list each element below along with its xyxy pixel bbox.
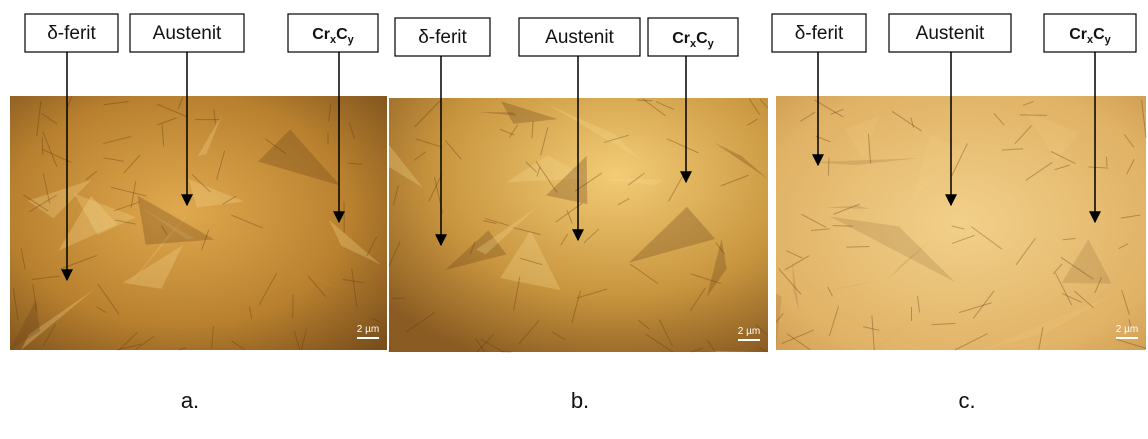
lath xyxy=(1106,157,1107,167)
label-box xyxy=(1044,14,1136,52)
panel-caption: a. xyxy=(181,388,199,413)
scale-bar-label: 2 µm xyxy=(357,324,379,335)
label-carbide-part: Cr xyxy=(1069,26,1087,43)
scale-bar-label: 2 µm xyxy=(1116,324,1138,335)
label-carbide-part: C xyxy=(336,26,348,43)
label-carbide-part: Cr xyxy=(312,26,330,43)
label-carbide-part: y xyxy=(348,34,355,46)
label-box xyxy=(648,18,738,56)
panel-caption: b. xyxy=(571,388,589,413)
label-austenite: Austenit xyxy=(916,23,985,44)
scale-bar-label: 2 µm xyxy=(738,326,760,337)
label-box xyxy=(288,14,378,52)
label-carbide-part: y xyxy=(708,38,715,50)
label-ferrite: δ-ferit xyxy=(418,27,467,48)
lath xyxy=(847,247,870,248)
lath xyxy=(828,158,829,176)
label-austenite: Austenit xyxy=(545,27,614,48)
label-carbide-part: C xyxy=(696,30,708,47)
figure: 2 µmδ-feritAustenitCrxCya.2 µmδ-feritAus… xyxy=(0,0,1148,439)
label-carbide-part: y xyxy=(1105,34,1112,46)
label-ferrite: δ-ferit xyxy=(795,23,844,44)
label-carbide-part: C xyxy=(1093,26,1105,43)
label-ferrite: δ-ferit xyxy=(47,23,96,44)
label-austenite: Austenit xyxy=(153,23,222,44)
micrograph xyxy=(776,96,1146,350)
panel-caption: c. xyxy=(958,388,975,413)
label-carbide-part: Cr xyxy=(672,30,690,47)
